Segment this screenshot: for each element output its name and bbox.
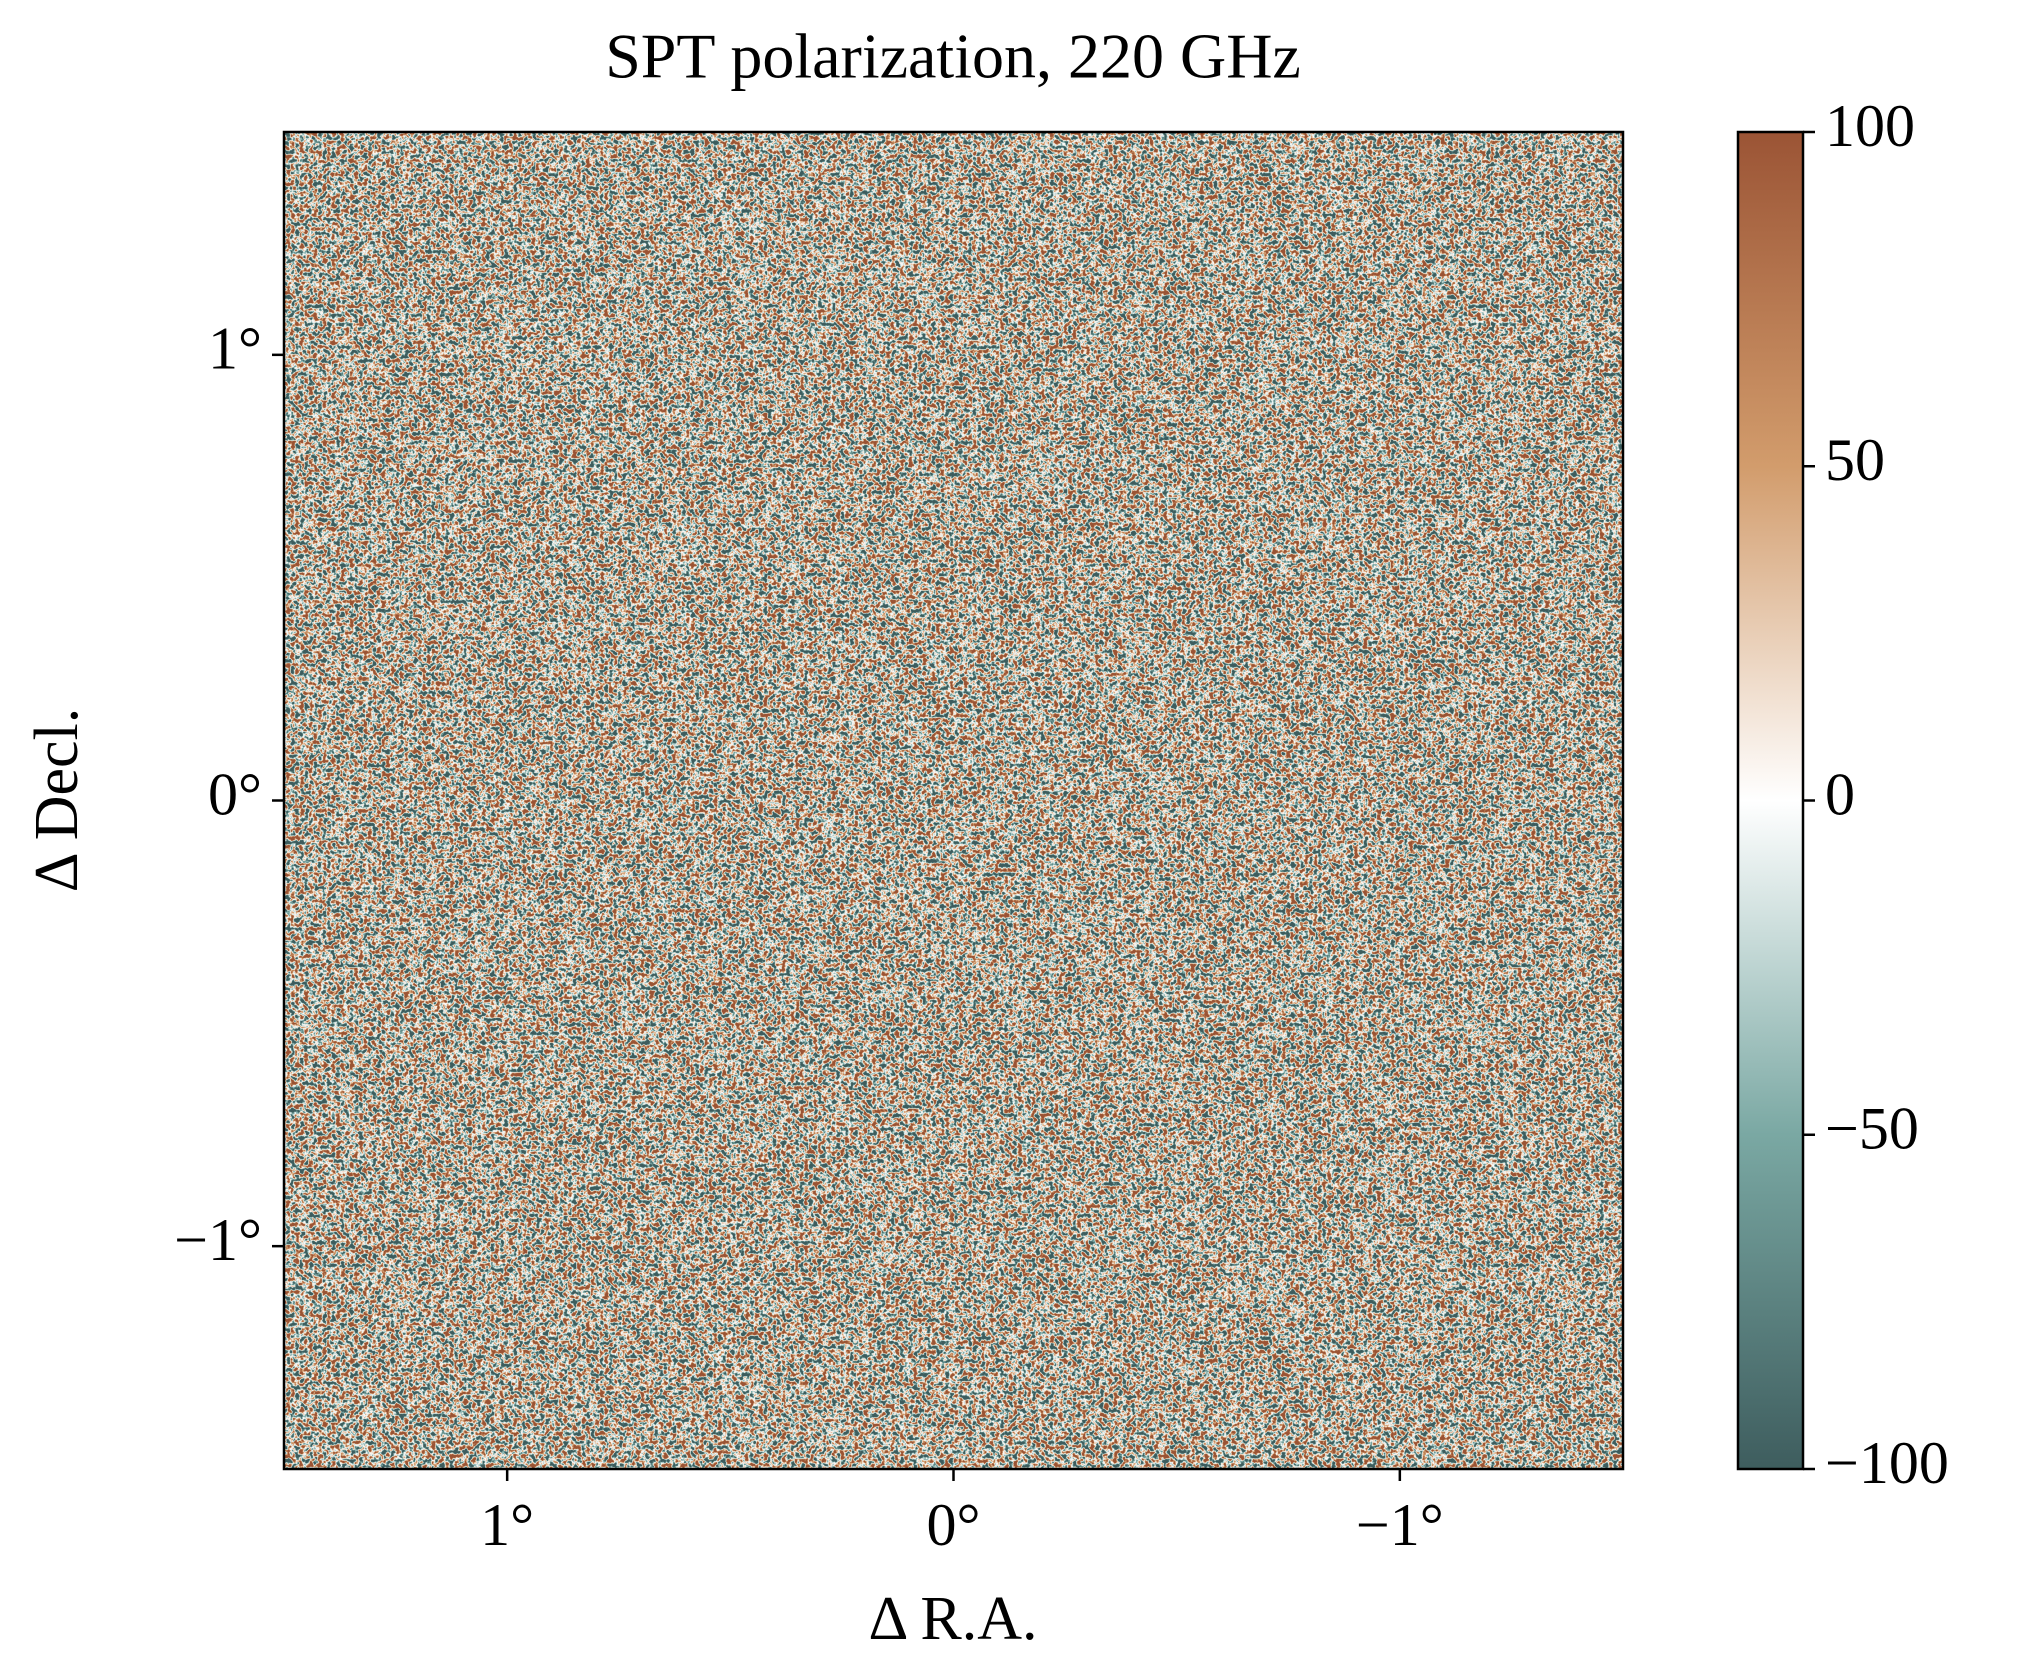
y-tick-label: 1°: [208, 316, 262, 382]
colorbar-tick-label: 50: [1825, 427, 1885, 493]
y-tick-label: −1°: [174, 1207, 262, 1273]
colorbar: [1736, 130, 1805, 1471]
x-tick-label: 1°: [480, 1492, 534, 1558]
y-tick-label: 0°: [208, 761, 262, 827]
colorbar-tick-label: −50: [1825, 1096, 1919, 1162]
x-tick-label: 0°: [927, 1492, 981, 1558]
x-axis-label: Δ R.A.: [868, 1585, 1037, 1653]
x-tick-label: −1°: [1356, 1492, 1444, 1558]
colorbar-tick-label: 100: [1825, 93, 1915, 159]
heatmap-image: [284, 132, 1623, 1469]
chart-title: SPT polarization, 220 GHz: [605, 21, 1301, 92]
colorbar-tick-label: −100: [1825, 1430, 1949, 1496]
colorbar-tick-label: 0: [1825, 761, 1855, 827]
y-axis-label: Δ Decl.: [23, 708, 91, 893]
